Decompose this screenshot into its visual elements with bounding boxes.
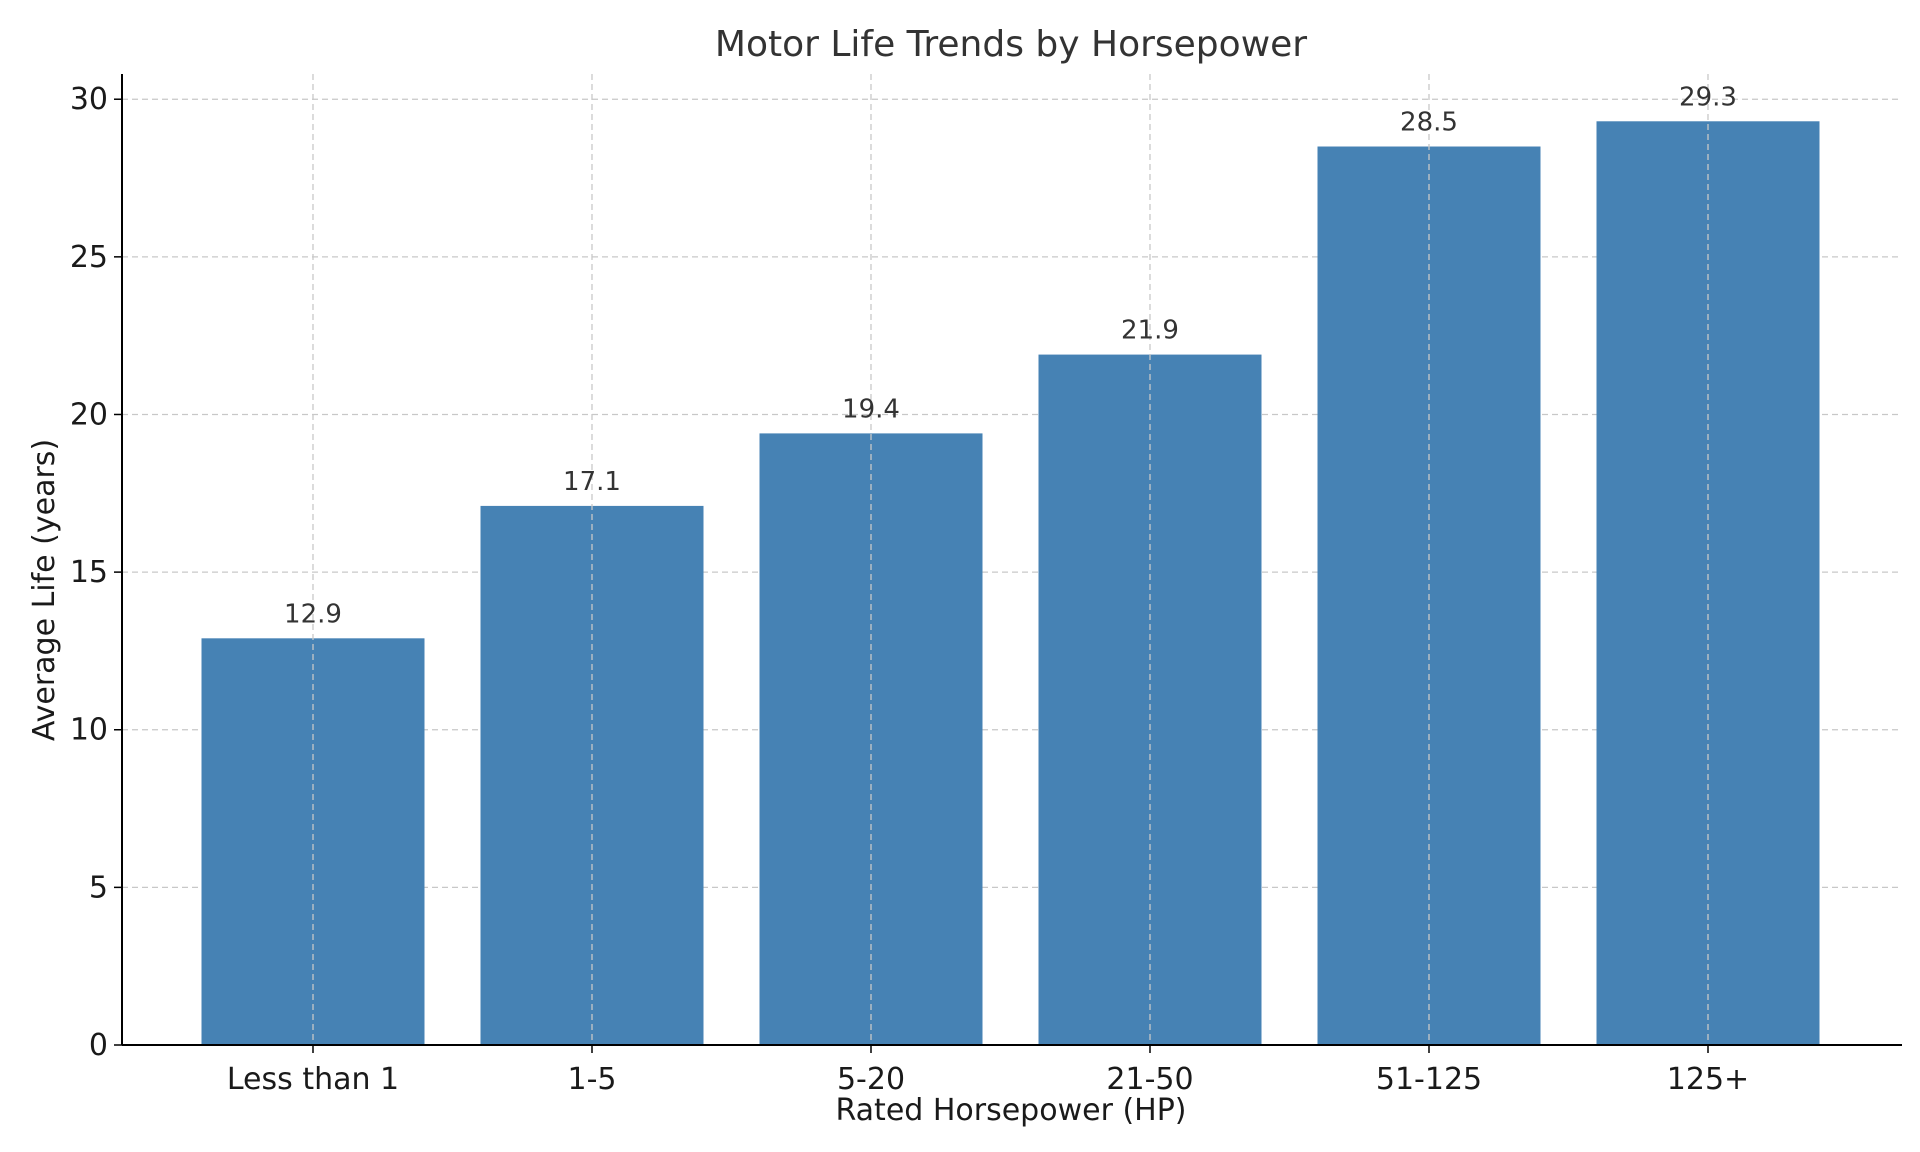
y-tick-label: 20 <box>70 397 108 432</box>
y-tick-label: 30 <box>70 82 108 117</box>
bar-value-label: 29.3 <box>1679 82 1737 112</box>
x-axis-label: Rated Horsepower (HP) <box>835 1093 1186 1128</box>
x-tick-label: 21-50 <box>1106 1062 1193 1097</box>
bar-value-label: 19.4 <box>842 394 900 424</box>
bar-value-label: 28.5 <box>1400 108 1458 138</box>
y-tick-label: 5 <box>89 870 108 905</box>
x-tick-label: 125+ <box>1667 1062 1749 1097</box>
x-tick-label: 51-125 <box>1376 1062 1482 1097</box>
bars <box>201 121 1820 1046</box>
chart-title: Motor Life Trends by Horsepower <box>715 24 1307 65</box>
bar-value-label: 21.9 <box>1121 316 1179 346</box>
axes <box>121 74 1902 1046</box>
x-tick-label: 1-5 <box>568 1062 617 1097</box>
y-tick-label: 0 <box>89 1028 108 1063</box>
y-tick-label: 15 <box>70 555 108 590</box>
data-labels: 12.9 17.1 19.4 21.9 28.5 29.3 <box>284 82 1737 629</box>
x-tick-label: Less than 1 <box>227 1062 399 1097</box>
vertical-grid-lines <box>312 74 1709 1045</box>
x-axis-ticks: Less than 1 1-5 5-20 21-50 51-125 125+ <box>227 1045 1749 1097</box>
bar-value-label: 12.9 <box>284 599 342 629</box>
y-tick-label: 25 <box>70 240 108 275</box>
y-axis-label: Average Life (years) <box>27 439 62 741</box>
y-tick-label: 10 <box>70 713 108 748</box>
y-axis-ticks: 0 5 10 15 20 25 30 <box>70 82 122 1063</box>
x-tick-label: 5-20 <box>837 1062 905 1097</box>
bar-value-label: 17.1 <box>563 467 621 497</box>
